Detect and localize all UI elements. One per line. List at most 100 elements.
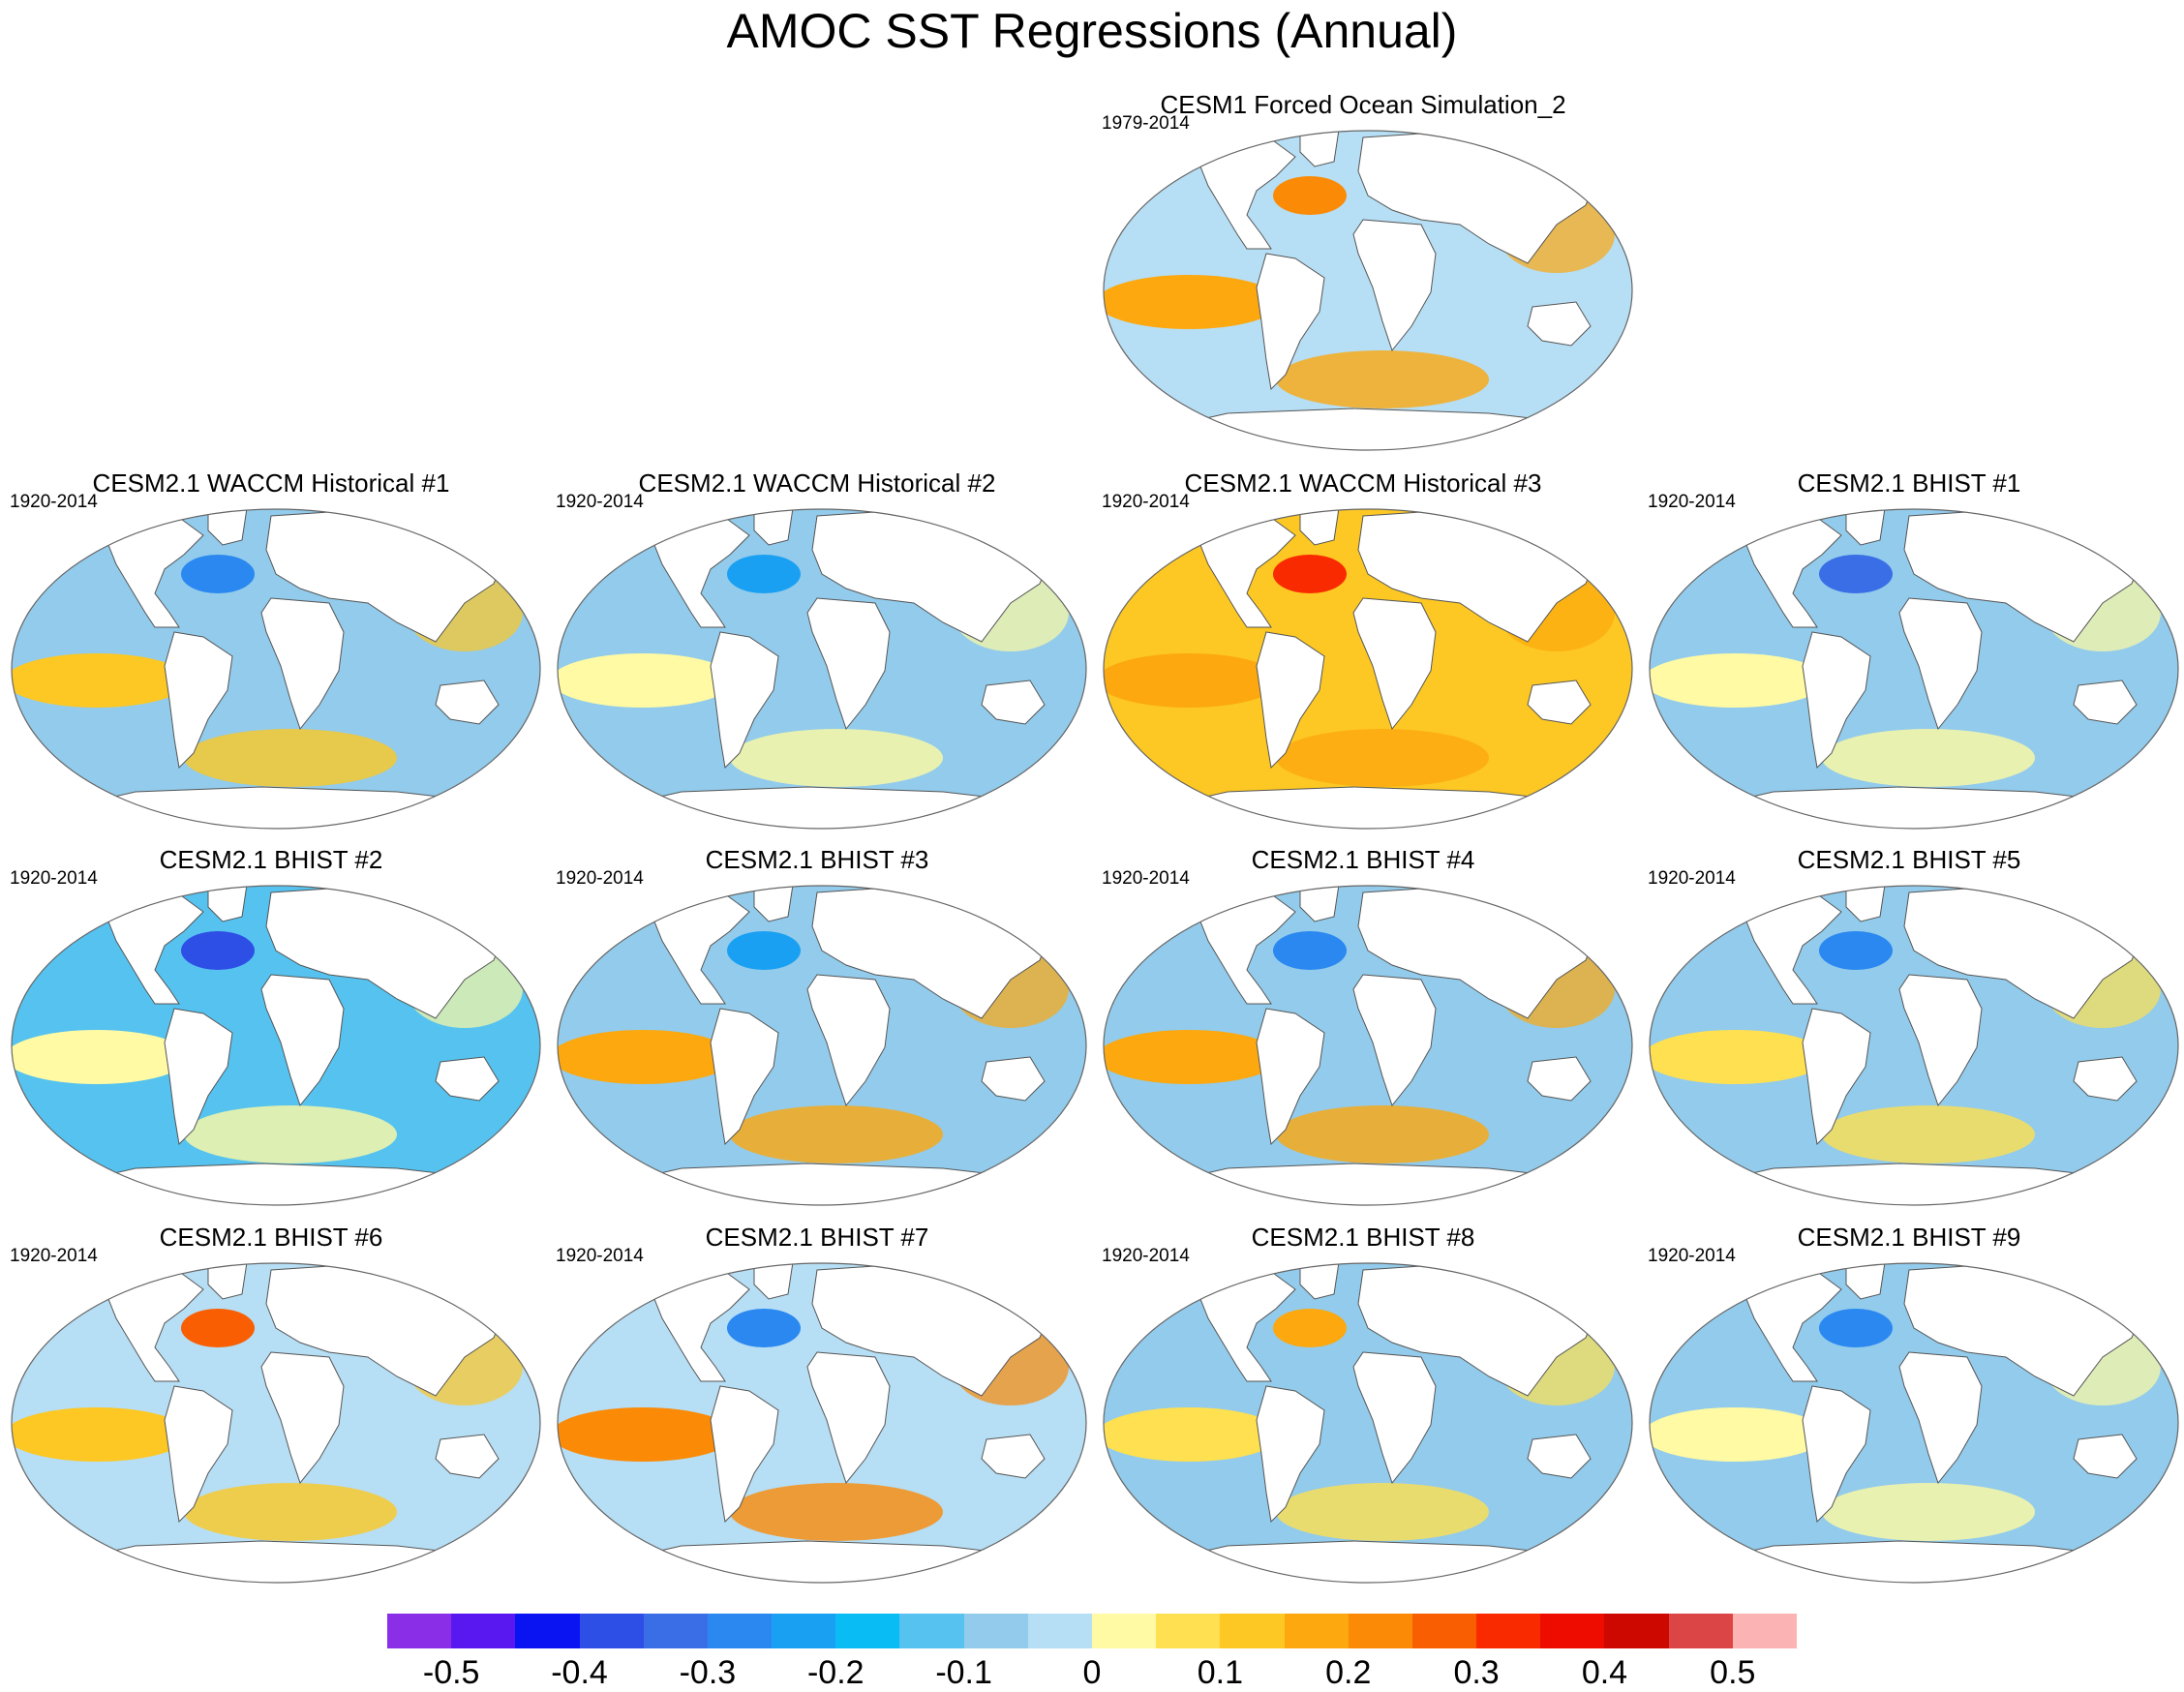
north-atlantic-anomaly (727, 555, 801, 593)
map-border (557, 508, 1087, 830)
southern-anomaly (1276, 1105, 1489, 1163)
colorbar-cell (1284, 1614, 1350, 1648)
map-panel: CESM2.1 BHIST #8 1920-2014 (1092, 1222, 1634, 1589)
sst-map (1648, 1251, 2180, 1585)
north-america-land (1198, 1267, 1296, 1382)
greenland-land (753, 509, 794, 546)
africa-land (1352, 974, 1437, 1107)
antarctica-land (1650, 1540, 2178, 1583)
antarctica-land (1650, 786, 2178, 829)
southern-anomaly (730, 1105, 943, 1163)
colorbar-cell (1027, 1614, 1093, 1648)
map-panel: CESM2.1 BHIST #4 1920-2014 (1092, 844, 1634, 1212)
panel-period: 1920-2014 (10, 492, 98, 512)
north-america-land (106, 1267, 204, 1382)
pacific-anomaly (558, 1030, 735, 1084)
north-america-land (106, 890, 204, 1005)
panel-period: 1920-2014 (556, 492, 644, 512)
southern-anomaly (730, 729, 943, 787)
colorbar-label: -0.1 (935, 1654, 992, 1691)
map-border (557, 885, 1087, 1206)
africa-land (1898, 974, 1983, 1107)
africa-land (260, 974, 345, 1107)
north-america-land (652, 1267, 750, 1382)
antarctica-land (12, 786, 540, 829)
panel-title: CESM2.1 BHIST #9 (1797, 1223, 2021, 1252)
africa-land (1898, 1351, 1983, 1485)
map-border (557, 1262, 1087, 1584)
southern-anomaly (1822, 729, 2035, 787)
sst-map (10, 1251, 542, 1585)
greenland-land (1299, 131, 1340, 167)
panel-title: CESM2.1 BHIST #2 (159, 845, 383, 874)
pacific-anomaly (1650, 653, 1827, 708)
southern-anomaly (1822, 1105, 2035, 1163)
antarctica-land (558, 786, 1086, 829)
australia-land (1527, 680, 1592, 725)
colorbar-cell (835, 1614, 900, 1648)
map-panel: CESM2.1 BHIST #1 1920-2014 (1638, 468, 2180, 835)
colorbar-cell (1732, 1614, 1798, 1648)
australia-land (2073, 1434, 2138, 1479)
southern-anomaly (730, 1483, 943, 1541)
panel-period: 1920-2014 (1102, 868, 1190, 889)
africa-land (806, 974, 891, 1107)
pacific-anomaly (12, 1030, 189, 1084)
map-border (1103, 508, 1633, 830)
colorbar-label: -0.2 (806, 1654, 864, 1691)
southern-anomaly (184, 1105, 397, 1163)
south-america-land (1256, 1385, 1325, 1524)
pacific-anomaly (1650, 1407, 1827, 1462)
north-atlantic-anomaly (1273, 931, 1347, 970)
colorbar-label: -0.4 (551, 1654, 608, 1691)
africa-land (260, 1351, 345, 1485)
colorbar-cell (1604, 1614, 1670, 1648)
greenland-land (1299, 509, 1340, 546)
colorbar-cell (1668, 1614, 1734, 1648)
map-border (1103, 1262, 1633, 1584)
colorbar-cell (772, 1614, 836, 1648)
map-panel: CESM2.1 WACCM Historical #1 1920-2014 (0, 468, 542, 835)
map-border (1103, 130, 1633, 451)
greenland-land (1299, 1263, 1340, 1300)
colorbar-label: 0.3 (1453, 1654, 1500, 1691)
figure-title: AMOC SST Regressions (Annual) (726, 4, 1458, 58)
pacific-anomaly (12, 1407, 189, 1462)
south-america-land (1802, 631, 1871, 770)
pacific-anomaly (1104, 653, 1281, 708)
map-panel: CESM2.1 BHIST #3 1920-2014 (546, 844, 1088, 1212)
map-panel: CESM1 Forced Ocean Simulation_2 1979-2014 (1092, 89, 1634, 457)
panel-title: CESM2.1 BHIST #1 (1797, 468, 2021, 498)
south-america-land (164, 1385, 233, 1524)
panel-title: CESM2.1 BHIST #3 (705, 845, 929, 874)
antarctica-land (1104, 408, 1632, 450)
north-atlantic-anomaly (1819, 1309, 1893, 1347)
colorbar-cell (515, 1614, 581, 1648)
map-panel: CESM2.1 BHIST #7 1920-2014 (546, 1222, 1088, 1589)
pacific-anomaly (558, 653, 735, 708)
pacific-anomaly (558, 1407, 735, 1462)
map-panel: CESM2.1 BHIST #5 1920-2014 (1638, 844, 2180, 1212)
australia-land (981, 680, 1046, 725)
australia-land (2073, 1056, 2138, 1102)
panel-title: CESM2.1 BHIST #7 (705, 1223, 929, 1252)
australia-land (435, 1434, 500, 1479)
north-atlantic-anomaly (181, 931, 255, 970)
sst-map (1648, 497, 2180, 831)
map-panel: CESM2.1 WACCM Historical #2 1920-2014 (546, 468, 1088, 835)
pacific-anomaly (1104, 1407, 1281, 1462)
colorbar-label: 0.5 (1710, 1654, 1756, 1691)
antarctica-land (1650, 1163, 2178, 1205)
colorbar-cell (387, 1614, 452, 1648)
south-america-land (1256, 631, 1325, 770)
colorbar-cell (1540, 1614, 1605, 1648)
africa-land (806, 1351, 891, 1485)
southern-anomaly (184, 729, 397, 787)
north-atlantic-anomaly (1273, 176, 1347, 215)
australia-land (981, 1434, 1046, 1479)
north-atlantic-anomaly (1273, 1309, 1347, 1347)
map-border (1649, 1262, 2179, 1584)
north-america-land (1198, 890, 1296, 1005)
colorbar-label: 0 (1082, 1654, 1102, 1691)
colorbar-cell (1411, 1614, 1477, 1648)
